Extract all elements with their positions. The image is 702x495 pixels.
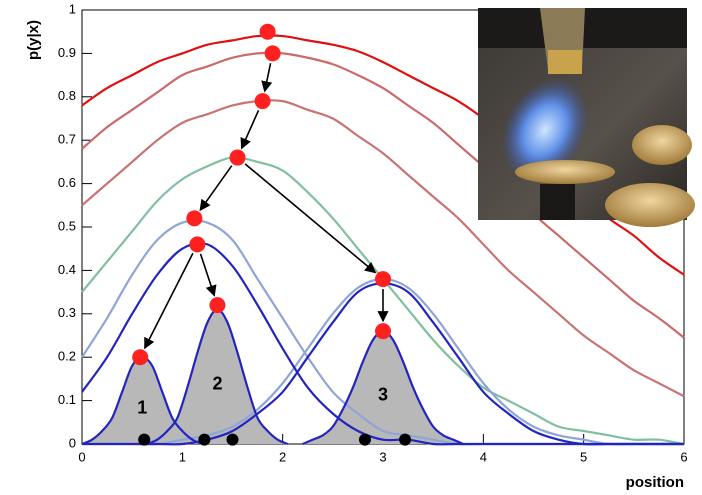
x-tick-label: 2: [279, 449, 286, 464]
centroid: [375, 323, 391, 339]
cluster-label: 3: [378, 384, 388, 404]
photo-inset: [478, 8, 695, 227]
y-tick-label: 0.9: [58, 45, 76, 60]
y-tick-label: 0.2: [58, 349, 76, 364]
y-axis-title: p(y|x): [25, 20, 42, 60]
page: {"chart_data": {"type": "line", "x_label…: [0, 0, 702, 495]
centroid: [255, 93, 271, 109]
arrow: [245, 164, 375, 273]
y-tick-label: 0: [69, 435, 76, 450]
arrow: [242, 110, 259, 148]
y-tick-label: 1: [69, 1, 76, 16]
centroid: [132, 349, 148, 365]
centroid: [230, 150, 246, 166]
sample-point: [198, 434, 210, 446]
x-tick-label: 5: [580, 449, 587, 464]
y-tick-label: 0.4: [58, 262, 76, 277]
centroid: [189, 236, 205, 252]
sample-point: [399, 434, 411, 446]
centroid: [186, 210, 202, 226]
chart: p(y|x) position 0 1 2 3 4 5 6 0 0.1 0.2 0.3 0.4 0.5 0…: [0, 0, 702, 495]
sample-point: [138, 434, 150, 446]
y-tick-label: 0.7: [58, 132, 76, 147]
y-tick-label: 0.6: [58, 175, 76, 190]
arrow: [201, 254, 215, 296]
x-axis-title: position: [626, 474, 684, 491]
arrow: [265, 63, 271, 91]
arrow: [145, 253, 193, 348]
x-tick-label: 1: [179, 449, 186, 464]
arrow: [200, 166, 232, 210]
y-tick-label: 0.1: [58, 392, 76, 407]
centroid: [209, 297, 225, 313]
cluster-label: 2: [212, 373, 222, 393]
centroid: [265, 45, 281, 61]
x-tick-label: 6: [680, 449, 687, 464]
centroid: [260, 24, 276, 40]
y-tick-label: 0.3: [58, 305, 76, 320]
sample-point: [359, 434, 371, 446]
sample-point: [227, 434, 239, 446]
x-tick-label: 3: [379, 449, 386, 464]
cluster-label: 1: [137, 397, 147, 417]
centroid: [375, 271, 391, 287]
x-tick-label: 4: [480, 449, 487, 464]
y-tick-label: 0.8: [58, 88, 76, 103]
y-tick-label: 0.5: [58, 218, 76, 233]
x-tick-label: 0: [78, 449, 85, 464]
